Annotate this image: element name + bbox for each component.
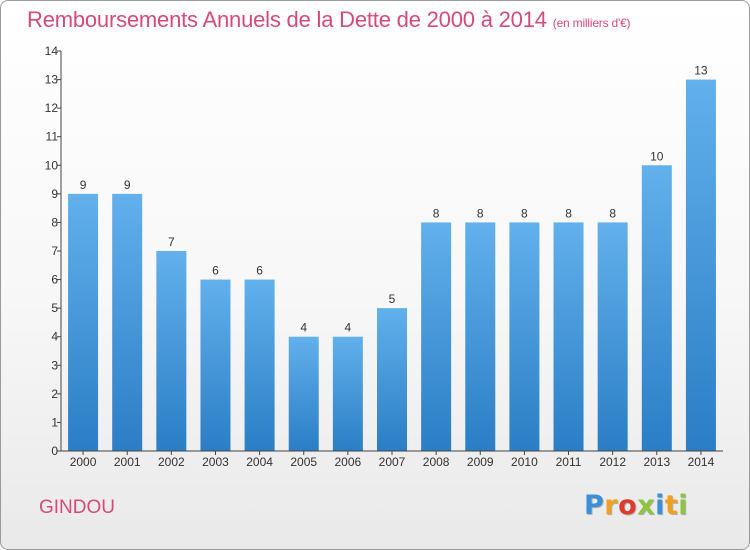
bar-2001 — [112, 193, 143, 451]
x-tick-label: 2000 — [70, 455, 97, 469]
data-label: 5 — [389, 292, 396, 306]
bar-2005 — [288, 336, 319, 451]
bar-2003 — [200, 279, 231, 451]
data-label: 4 — [300, 321, 307, 335]
bar-2008 — [421, 222, 452, 451]
logo-letter: i — [655, 490, 665, 521]
x-tick-label: 2010 — [511, 455, 538, 469]
logo-letter: P — [584, 490, 605, 521]
y-tick-label: 4 — [51, 330, 58, 344]
y-tick-label: 10 — [45, 158, 59, 172]
logo-letter: r — [604, 490, 619, 521]
logo-letter: i — [678, 490, 689, 521]
y-tick-label: 14 — [45, 44, 59, 58]
x-tick-label: 2011 — [556, 455, 582, 469]
bar-2012 — [597, 222, 628, 451]
y-tick-label: 1 — [51, 415, 58, 429]
logo-letter: t — [664, 490, 679, 521]
bar-2007 — [377, 308, 407, 451]
y-tick-label: 12 — [45, 101, 59, 115]
y-tick-label: 0 — [51, 444, 58, 458]
data-label: 10 — [650, 149, 664, 163]
axes-group: 2000 2001 2002 2003 2004 2005 2006 2007 2008 2009… — [45, 44, 723, 469]
data-label: 6 — [212, 264, 219, 278]
data-label: 8 — [609, 206, 616, 220]
chart-unit: (en milliers d'€) — [552, 16, 631, 30]
bar-2002 — [156, 251, 187, 451]
data-label: 8 — [521, 206, 528, 220]
x-tick-label: 2009 — [467, 455, 494, 469]
data-label: 8 — [565, 206, 572, 220]
x-tick-label: 2012 — [599, 455, 626, 469]
y-tick-label: 7 — [51, 244, 58, 258]
x-tick-label: 2014 — [688, 455, 715, 469]
y-tick-label: 8 — [51, 215, 58, 229]
data-label: 8 — [477, 206, 484, 220]
chart-title: Remboursements Annuels de la Dette de 20… — [27, 7, 631, 33]
data-label: 7 — [168, 235, 175, 249]
data-label: 9 — [124, 178, 131, 192]
x-tick-label: 2003 — [202, 455, 229, 469]
bar-2006 — [332, 336, 363, 451]
bar-2010 — [509, 222, 540, 451]
bars-group: 9 9 7 6 6 4 4 5 8 8 8 8 8 10 13 — [68, 64, 716, 452]
data-label: 6 — [256, 264, 263, 278]
chart-title-text: Remboursements Annuels de la Dette de 20… — [27, 7, 547, 32]
data-label: 4 — [345, 321, 352, 335]
proxiti-logo: Proxiti — [584, 490, 688, 521]
y-tick-label: 3 — [51, 358, 58, 372]
x-tick-label: 2002 — [158, 455, 185, 469]
bar-2014 — [685, 79, 716, 452]
bar-2011 — [553, 222, 584, 451]
y-tick-label: 11 — [46, 130, 59, 144]
bar-2000 — [68, 193, 99, 451]
data-label: 13 — [694, 64, 708, 78]
bar-2013 — [641, 165, 672, 452]
x-tick-label: 2005 — [290, 455, 317, 469]
logo-letter: o — [618, 490, 638, 521]
x-tick-label: 2001 — [114, 455, 141, 469]
y-tick-label: 5 — [51, 301, 58, 315]
data-label: 8 — [433, 206, 440, 220]
x-tick-label: 2006 — [335, 455, 362, 469]
y-tick-label: 6 — [51, 273, 58, 287]
commune-name: GINDOU — [39, 497, 115, 518]
y-tick-label: 2 — [51, 387, 58, 401]
logo-letter: x — [637, 490, 656, 521]
y-tick-label: 13 — [45, 73, 59, 87]
bar-2004 — [244, 279, 275, 451]
x-tick-label: 2004 — [246, 455, 273, 469]
x-tick-label: 2007 — [379, 455, 406, 469]
bar-2009 — [465, 222, 496, 451]
x-tick-label: 2013 — [643, 455, 670, 469]
x-tick-label: 2008 — [423, 455, 450, 469]
y-tick-label: 9 — [51, 187, 58, 201]
data-label: 9 — [80, 178, 87, 192]
